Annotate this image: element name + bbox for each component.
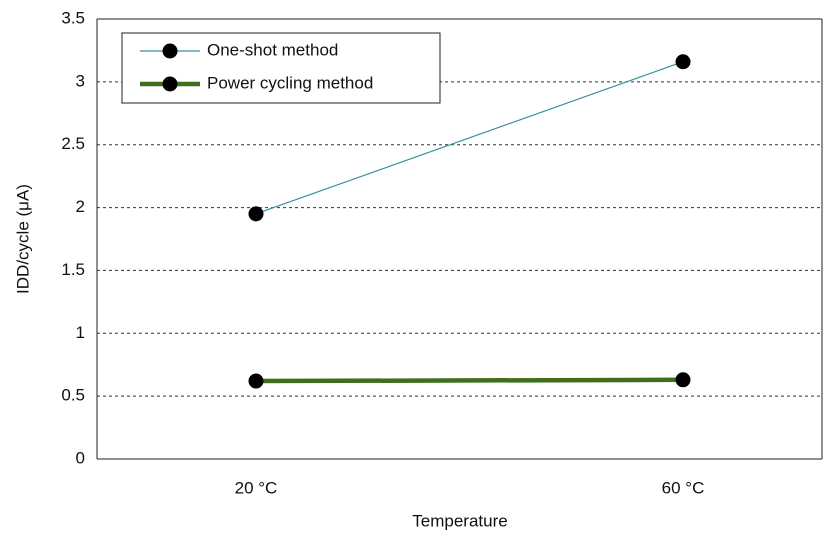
legend-box — [121, 32, 441, 104]
data-point — [675, 54, 691, 70]
y-axis-label: IDD/cycle (μA) — [13, 184, 32, 294]
y-tick-label: 3.5 — [61, 8, 85, 27]
x-tick-label: 20 °C — [235, 478, 278, 497]
y-tick-label: 1.5 — [61, 260, 85, 279]
y-tick-label: 2 — [76, 197, 85, 216]
x-tick-label: 60 °C — [662, 478, 705, 497]
y-tick-label: 2.5 — [61, 134, 85, 153]
legend-label: One-shot method — [207, 40, 338, 59]
series-line — [255, 377, 684, 384]
legend-marker — [162, 43, 178, 59]
legend-label: Power cycling method — [207, 73, 373, 92]
data-point — [248, 206, 264, 222]
series-line — [255, 61, 684, 215]
y-tick-label: 3 — [76, 71, 85, 90]
data-point — [248, 373, 264, 389]
legend-marker — [162, 76, 178, 92]
x-axis-label: Temperature — [412, 511, 507, 530]
data-point — [675, 372, 691, 388]
y-tick-label: 1 — [76, 323, 85, 342]
y-tick-label: 0.5 — [61, 386, 85, 405]
y-tick-label: 0 — [76, 448, 85, 467]
